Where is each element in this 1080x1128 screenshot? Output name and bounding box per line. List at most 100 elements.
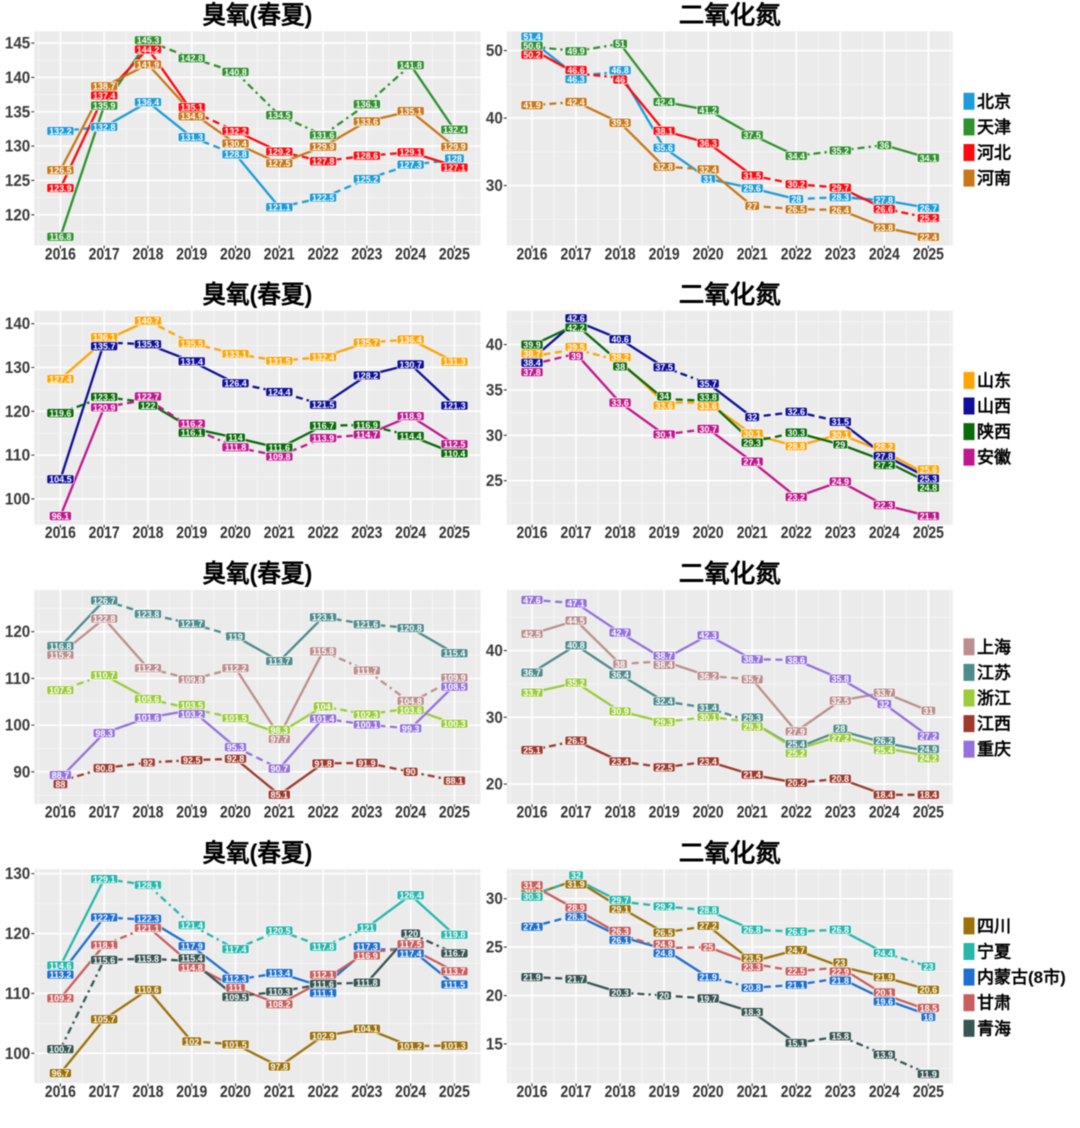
svg-text:二氧化氮: 二氧化氮 <box>679 838 781 867</box>
svg-text:99.3: 99.3 <box>402 724 420 734</box>
svg-text:36: 36 <box>879 140 889 150</box>
svg-text:127.1: 127.1 <box>443 163 466 173</box>
svg-text:130: 130 <box>5 359 30 377</box>
svg-text:2022: 2022 <box>781 1083 812 1101</box>
svg-text:20: 20 <box>486 987 503 1005</box>
svg-text:2020: 2020 <box>693 524 724 542</box>
svg-text:120.8: 120.8 <box>399 623 422 633</box>
svg-text:129.1: 129.1 <box>93 874 116 884</box>
svg-text:88.1: 88.1 <box>446 776 464 786</box>
svg-text:24.2: 24.2 <box>920 754 938 764</box>
svg-text:24.9: 24.9 <box>655 939 673 949</box>
svg-text:131.4: 131.4 <box>180 357 203 367</box>
svg-text:2022: 2022 <box>308 246 339 264</box>
svg-text:115.6: 115.6 <box>93 955 115 965</box>
svg-text:2024: 2024 <box>395 804 427 822</box>
svg-text:134.5: 134.5 <box>268 111 291 121</box>
svg-text:2017: 2017 <box>89 246 120 264</box>
svg-text:北京: 北京 <box>977 91 1011 111</box>
svg-text:116.2: 116.2 <box>181 419 203 429</box>
svg-text:25.4: 25.4 <box>876 745 894 755</box>
svg-text:28: 28 <box>791 195 801 205</box>
svg-text:山东: 山东 <box>977 370 1011 390</box>
svg-text:108.5: 108.5 <box>443 682 466 692</box>
svg-text:118.9: 118.9 <box>400 412 422 422</box>
svg-text:37.5: 37.5 <box>743 130 761 140</box>
svg-text:110.7: 110.7 <box>93 671 115 681</box>
svg-text:122.7: 122.7 <box>93 913 116 923</box>
svg-text:132.2: 132.2 <box>49 126 72 136</box>
svg-text:88.7: 88.7 <box>52 770 70 780</box>
svg-text:2022: 2022 <box>308 1083 339 1101</box>
svg-text:陕西: 陕西 <box>977 422 1011 442</box>
svg-text:2025: 2025 <box>439 524 470 542</box>
svg-text:35.7: 35.7 <box>699 379 717 389</box>
svg-text:21.9: 21.9 <box>523 973 541 983</box>
svg-text:130: 130 <box>5 138 30 156</box>
svg-text:122.7: 122.7 <box>137 392 160 402</box>
svg-text:127.3: 127.3 <box>399 160 422 170</box>
svg-text:112.5: 112.5 <box>443 440 465 450</box>
svg-text:107.5: 107.5 <box>49 685 72 695</box>
svg-text:2021: 2021 <box>264 1083 295 1101</box>
svg-text:23.4: 23.4 <box>699 757 717 767</box>
svg-text:臭氧(春夏): 臭氧(春夏) <box>202 559 312 588</box>
svg-text:119.6: 119.6 <box>49 408 71 418</box>
svg-text:18.4: 18.4 <box>876 790 894 800</box>
svg-text:140.7: 140.7 <box>137 316 160 326</box>
svg-text:2023: 2023 <box>351 1083 382 1101</box>
svg-text:90: 90 <box>13 763 30 781</box>
svg-text:2024: 2024 <box>395 1083 427 1101</box>
svg-text:27.2: 27.2 <box>699 921 717 931</box>
svg-text:2023: 2023 <box>351 246 382 264</box>
svg-text:128.2: 128.2 <box>356 371 379 381</box>
svg-text:42.4: 42.4 <box>567 97 585 107</box>
svg-text:30: 30 <box>486 890 503 908</box>
svg-text:39.9: 39.9 <box>523 340 541 350</box>
svg-text:20: 20 <box>486 776 503 794</box>
svg-text:2019: 2019 <box>649 246 680 264</box>
svg-text:111.5: 111.5 <box>444 980 466 990</box>
svg-text:88: 88 <box>55 779 65 789</box>
svg-text:105.7: 105.7 <box>93 1015 116 1025</box>
svg-text:27.1: 27.1 <box>743 457 761 467</box>
svg-text:101.2: 101.2 <box>399 1042 422 1052</box>
svg-text:124.4: 124.4 <box>268 387 291 397</box>
svg-text:2025: 2025 <box>439 804 470 822</box>
svg-text:140: 140 <box>5 315 30 333</box>
svg-text:25.2: 25.2 <box>920 213 938 223</box>
svg-text:25: 25 <box>486 472 503 490</box>
svg-text:41.2: 41.2 <box>699 105 717 115</box>
svg-text:38.7: 38.7 <box>743 655 761 665</box>
svg-text:2023: 2023 <box>825 246 856 264</box>
svg-text:117.9: 117.9 <box>181 942 203 952</box>
svg-text:111.8: 111.8 <box>225 443 247 453</box>
svg-text:2018: 2018 <box>132 246 163 264</box>
svg-text:122.5: 122.5 <box>312 193 335 203</box>
svg-text:132.8: 132.8 <box>93 122 116 132</box>
svg-text:30: 30 <box>486 427 503 445</box>
svg-text:河北: 河北 <box>977 144 1011 163</box>
svg-text:116.7: 116.7 <box>312 421 334 431</box>
svg-text:24.9: 24.9 <box>832 477 850 487</box>
svg-text:97.8: 97.8 <box>271 1062 289 1072</box>
svg-text:2025: 2025 <box>439 246 470 264</box>
svg-text:127.8: 127.8 <box>312 157 335 167</box>
svg-text:120: 120 <box>5 206 30 224</box>
svg-text:28.3: 28.3 <box>567 912 585 922</box>
svg-text:2020: 2020 <box>693 1083 724 1101</box>
svg-text:35.2: 35.2 <box>832 146 850 156</box>
svg-text:111.8: 111.8 <box>356 978 378 988</box>
svg-text:22.5: 22.5 <box>787 967 805 977</box>
svg-text:129.9: 129.9 <box>312 142 335 152</box>
svg-text:2019: 2019 <box>176 246 207 264</box>
svg-text:臭氧(春夏): 臭氧(春夏) <box>202 280 312 309</box>
svg-text:50: 50 <box>486 42 503 60</box>
svg-text:142.8: 142.8 <box>180 54 203 64</box>
svg-text:33.6: 33.6 <box>655 401 673 411</box>
svg-text:113.9: 113.9 <box>312 433 334 443</box>
svg-text:2025: 2025 <box>913 524 944 542</box>
svg-text:135: 135 <box>5 103 30 121</box>
svg-text:30.1: 30.1 <box>699 712 717 722</box>
svg-text:2018: 2018 <box>605 804 636 822</box>
